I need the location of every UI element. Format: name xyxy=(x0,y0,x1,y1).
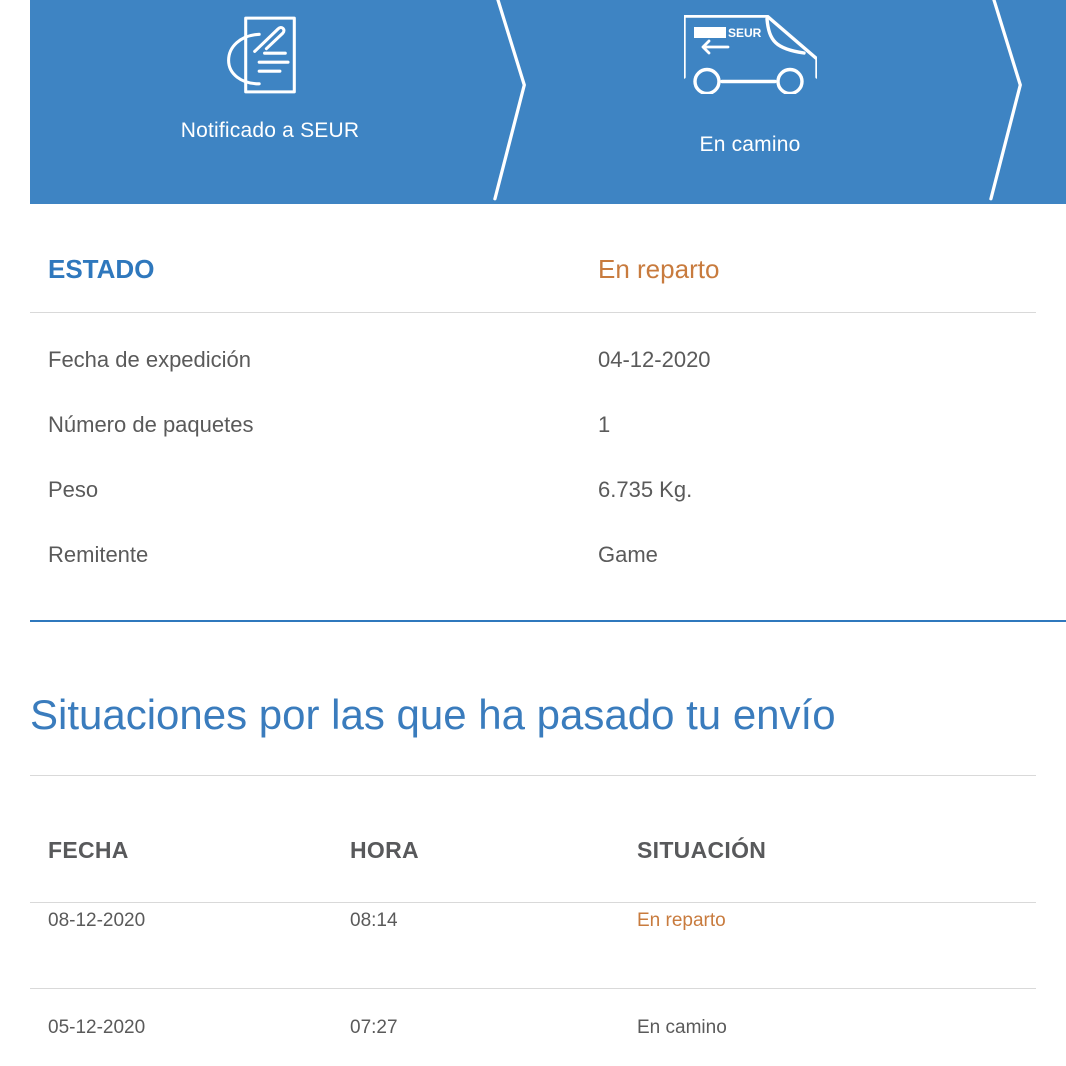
svg-text:SEUR: SEUR xyxy=(728,26,762,40)
